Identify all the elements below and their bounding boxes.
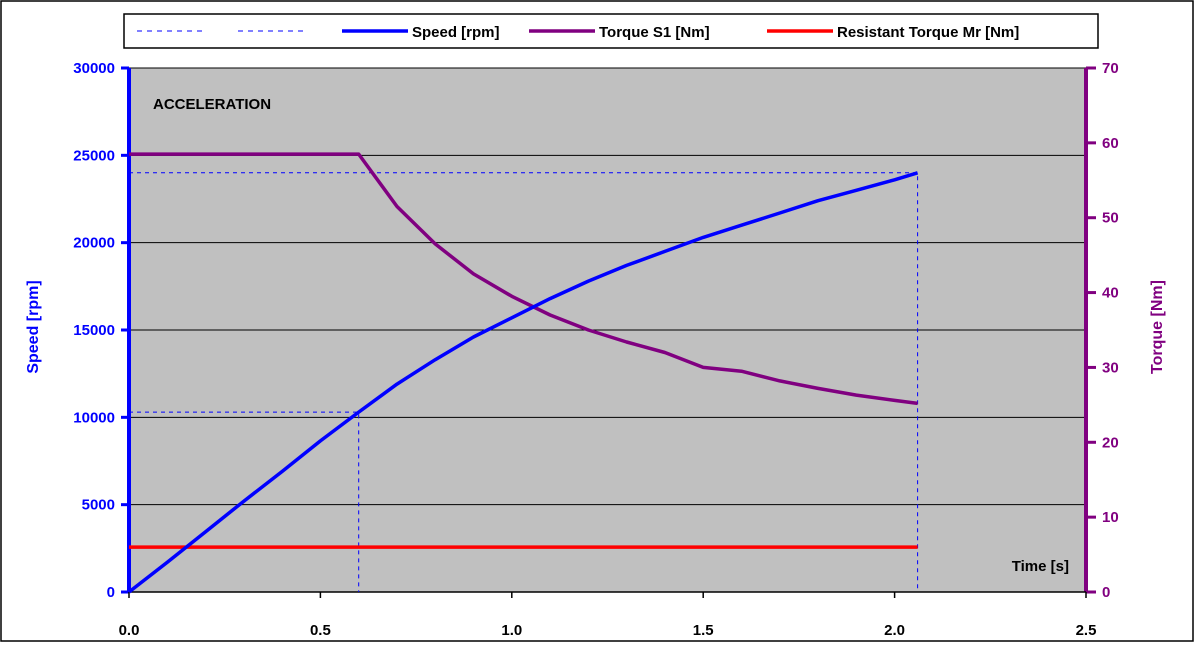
legend-box xyxy=(123,13,1099,49)
y-right-tick-label: 30 xyxy=(1102,359,1119,376)
x-axis-title: Time [s] xyxy=(1012,558,1069,575)
series-speed-rpm xyxy=(127,171,919,594)
y-left-tick-label: 30000 xyxy=(73,60,115,77)
annotation-label: ACCELERATION xyxy=(153,96,271,113)
series-torque-s1-nm xyxy=(129,152,918,406)
x-tick-label: 1.5 xyxy=(693,622,714,639)
x-tick-label: 0.0 xyxy=(119,622,140,639)
y-right-tick-label: 10 xyxy=(1102,509,1119,526)
y-right-tick-label: 20 xyxy=(1102,434,1119,451)
y-right-tick-label: 40 xyxy=(1102,285,1119,302)
y-right-tick-label: 50 xyxy=(1102,210,1119,227)
y-right-tick-label: 0 xyxy=(1102,584,1110,601)
y-left-tick-label: 20000 xyxy=(73,235,115,252)
y-left-tick-label: 0 xyxy=(107,584,115,601)
y-axis-left-title: Speed [rpm] xyxy=(25,280,42,373)
axes: 0 5000 10000 15000 20000 25000 30000 0 10 20 30 40 5… xyxy=(73,60,1118,639)
x-tick-label: 1.0 xyxy=(501,622,522,639)
legend-label: Speed [rpm] xyxy=(412,24,500,41)
y-left-tick-label: 15000 xyxy=(73,322,115,339)
x-tick-label: 2.0 xyxy=(884,622,905,639)
y-right-tick-label: 70 xyxy=(1102,60,1119,77)
y-left-tick-label: 10000 xyxy=(73,409,115,426)
legend-label: Resistant Torque Mr [Nm] xyxy=(837,24,1019,41)
legend-label: Torque S1 [Nm] xyxy=(599,24,710,41)
legend: Speed [rpm] Torque S1 [Nm] Resistant Torqu… xyxy=(123,13,1099,49)
x-tick-label: 2.5 xyxy=(1076,622,1097,639)
series xyxy=(127,152,919,594)
x-tick-label: 0.5 xyxy=(310,622,331,639)
y-left-tick-label: 5000 xyxy=(82,497,115,514)
y-axis-right-title: Torque [Nm] xyxy=(1149,280,1166,374)
y-left-tick-label: 25000 xyxy=(73,147,115,164)
y-right-tick-label: 60 xyxy=(1102,135,1119,152)
